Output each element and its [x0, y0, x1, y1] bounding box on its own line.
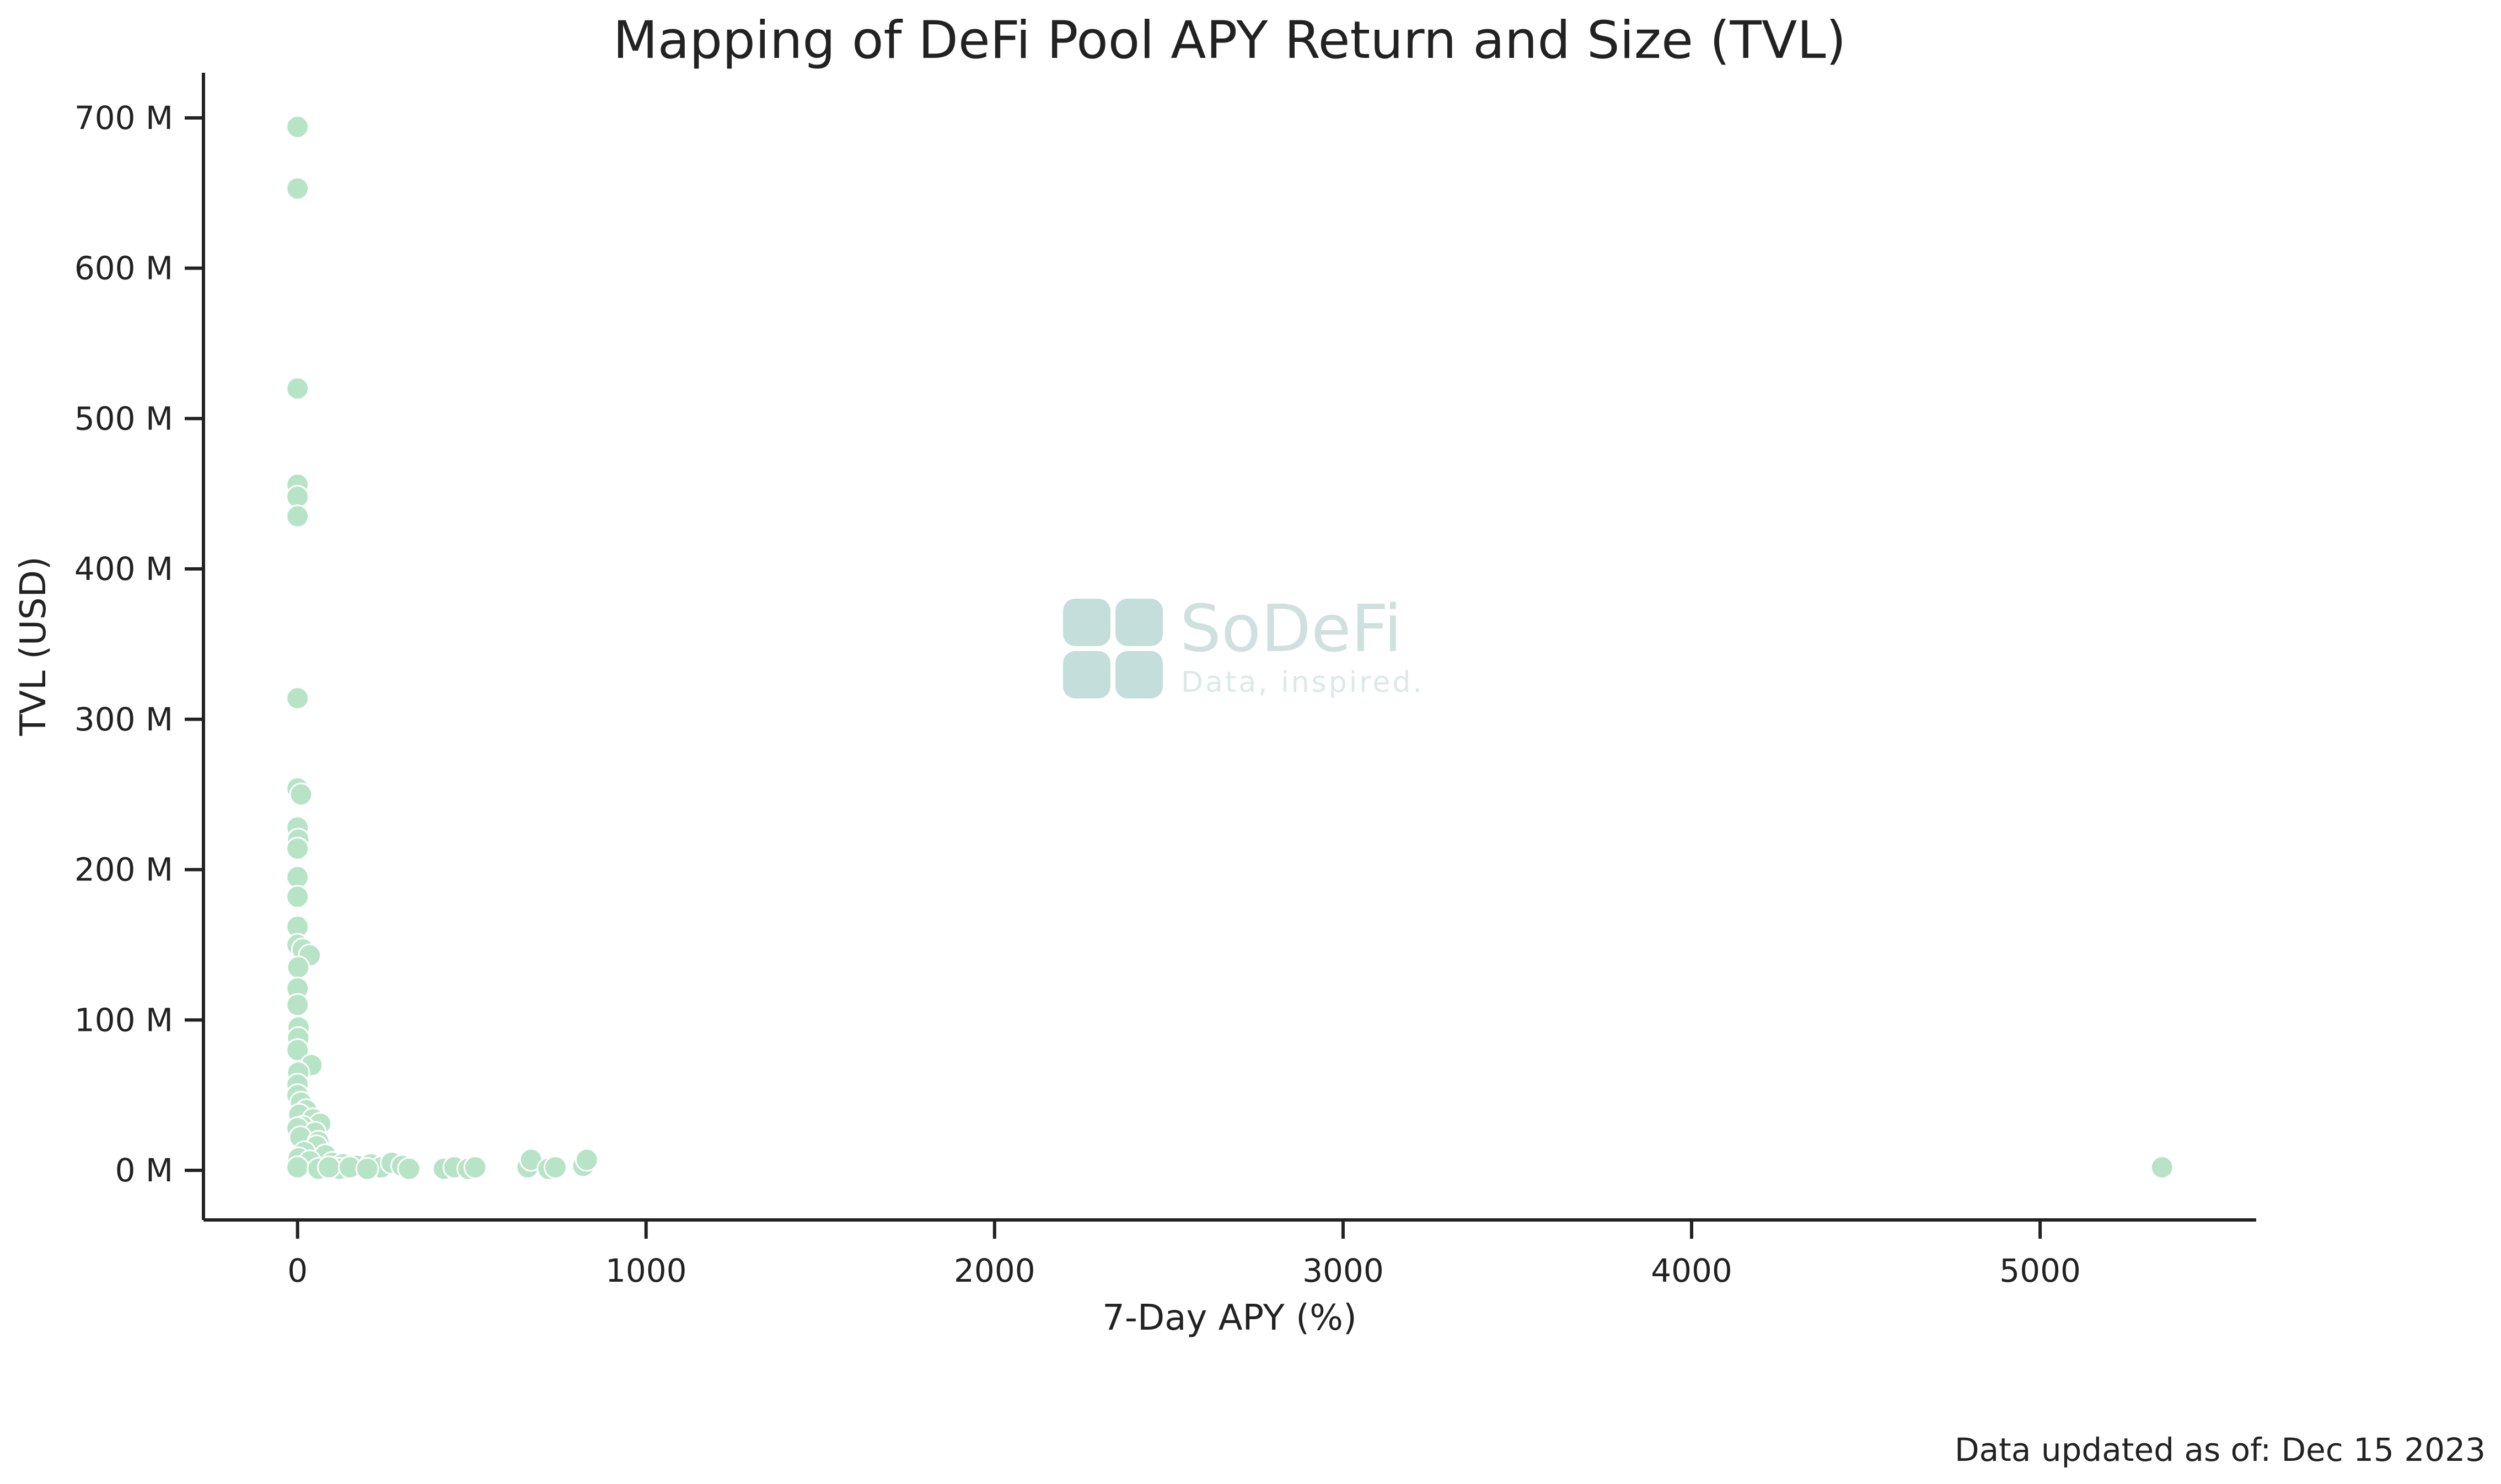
- data-point-60: [463, 1155, 487, 1180]
- x-tick-label: 3000: [1302, 1252, 1384, 1289]
- y-tick-label: 600 M: [74, 250, 173, 287]
- data-point-2: [286, 377, 310, 401]
- data-updated-note: Data updated as of: Dec 15 2023: [1955, 1431, 2486, 1469]
- y-axis-label: TVL (USD): [13, 556, 54, 736]
- data-point-52: [286, 1155, 310, 1180]
- y-tick-label: 100 M: [74, 1001, 173, 1039]
- data-point-1: [286, 176, 310, 201]
- y-tick-label: 200 M: [74, 851, 173, 889]
- data-point-13: [286, 885, 310, 909]
- data-point-18: [286, 955, 310, 980]
- data-point-66: [575, 1148, 599, 1172]
- data-point-67: [2150, 1155, 2174, 1180]
- watermark-tagline: Data, inspired.: [1181, 666, 1424, 699]
- y-tick-label: 500 M: [74, 400, 173, 437]
- data-point-54: [317, 1155, 341, 1180]
- y-tick-label: 300 M: [74, 701, 173, 738]
- x-axis-label: 7-Day APY (%): [1102, 1298, 1357, 1338]
- data-point-8: [289, 782, 313, 806]
- data-point-6: [286, 686, 310, 711]
- scatter-points: [286, 115, 2174, 1181]
- y-tick-label: 700 M: [74, 99, 173, 137]
- data-point-11: [286, 836, 310, 861]
- data-point-0: [286, 115, 310, 139]
- sodefi-logo-icon: [1063, 599, 1163, 698]
- chart-title: Mapping of DeFi Pool APY Return and Size…: [613, 10, 1847, 71]
- x-tick-label: 1000: [605, 1252, 687, 1289]
- data-point-20: [286, 993, 310, 1017]
- x-tick-label: 4000: [1651, 1252, 1732, 1289]
- data-point-5: [286, 504, 310, 529]
- watermark-name: SoDeFi: [1180, 590, 1402, 666]
- data-point-56: [355, 1157, 379, 1181]
- data-point-50: [397, 1157, 421, 1181]
- y-axis-ticks: 0 M 100 M 200 M 300 M 400 M 500 M 600 M 700 M: [74, 99, 203, 1189]
- x-tick-label: 5000: [1999, 1252, 2081, 1289]
- watermark: SoDeFi Data, inspired.: [1063, 590, 1424, 699]
- y-tick-label: 0 M: [115, 1152, 173, 1189]
- data-point-64: [543, 1155, 567, 1180]
- x-tick-label: 2000: [954, 1252, 1035, 1289]
- y-tick-label: 400 M: [74, 550, 173, 588]
- x-tick-label: 0: [287, 1252, 308, 1289]
- x-axis-ticks: 0 1000 2000 3000 4000 5000: [287, 1220, 2081, 1289]
